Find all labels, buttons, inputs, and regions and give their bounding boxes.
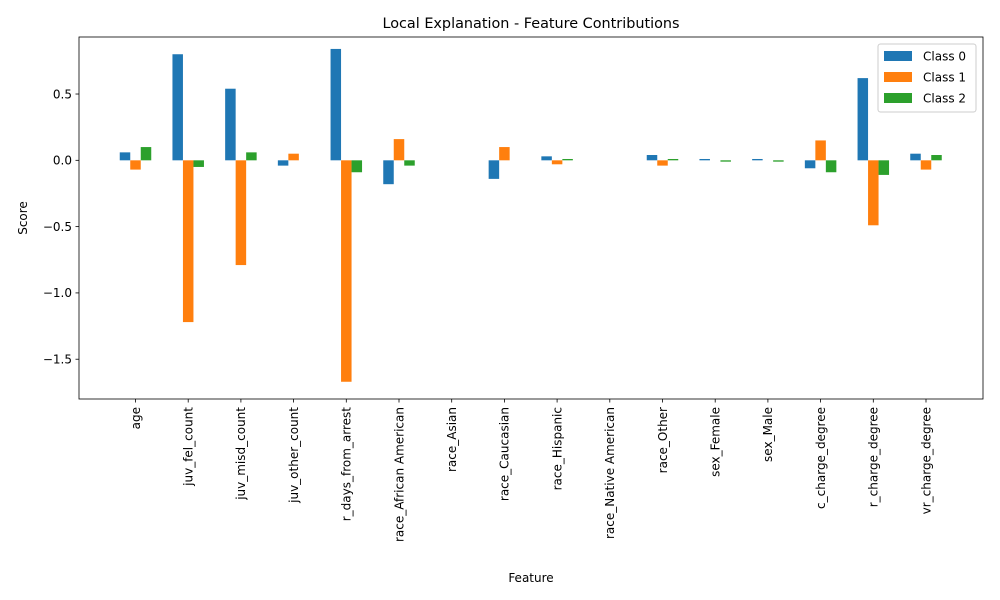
bar-class2-race-african-american xyxy=(404,160,415,166)
x-axis-title: Feature xyxy=(508,571,553,585)
bar-class1-r-charge-degree xyxy=(868,160,879,226)
bar-class0-r-days-from-arrest xyxy=(330,48,342,161)
bar-class1-race-african-american xyxy=(393,139,405,161)
bar-class1-juv-other-count xyxy=(288,153,299,161)
legend-swatch xyxy=(884,93,912,103)
bar-class2-r-days-from-arrest xyxy=(351,160,363,173)
x-tick-label: juv_fel_count xyxy=(182,407,196,487)
bar-class0-age xyxy=(119,152,131,161)
bar-class0-race-hispanic xyxy=(541,156,552,161)
x-tick-label: r_days_from_arrest xyxy=(340,407,354,522)
legend-label: Class 0 xyxy=(923,50,966,64)
bar-class2-vr-charge-degree xyxy=(931,155,942,161)
x-tick-label: race_Other xyxy=(656,407,670,473)
bar-class1-juv-misd-count xyxy=(235,160,247,266)
x-tick-label: sex_Female xyxy=(709,407,723,477)
plot-area: −1.5 −1.0 −0.5 0.0 0.5 age juv_fel_count juv_mi… xyxy=(43,36,984,542)
bar-class0-race-caucasian xyxy=(488,160,500,179)
bar-class0-juv-misd-count xyxy=(225,88,236,161)
x-tick-label: age xyxy=(129,407,143,429)
x-tick-label: sex_Male xyxy=(761,407,775,462)
x-tick-label: race_Caucasian xyxy=(498,407,512,501)
legend-label: Class 2 xyxy=(923,92,966,106)
bar-class2-c-charge-degree xyxy=(825,160,837,173)
x-tick-label: vr_charge_degree xyxy=(919,407,933,514)
bar-class2-race-hispanic xyxy=(562,158,573,161)
bar-class0-sex-female xyxy=(699,158,710,161)
bar-class1-c-charge-degree xyxy=(815,140,826,161)
bar-class0-sex-male xyxy=(752,158,763,161)
bar-class1-vr-charge-degree xyxy=(920,160,932,170)
bar-class0-r-charge-degree xyxy=(857,78,869,161)
y-axis-title: Score xyxy=(16,201,30,235)
x-tick-label: c_charge_degree xyxy=(814,407,828,509)
x-tick-label: juv_other_count xyxy=(287,407,301,504)
bar-class0-race-other xyxy=(646,155,658,161)
bar-class1-race-hispanic xyxy=(551,160,563,165)
bar-class0-juv-fel-count xyxy=(172,54,183,161)
x-tick-label: race_Asian xyxy=(445,407,459,472)
y-tick-label: 0.0 xyxy=(53,154,72,168)
bar-class2-age xyxy=(140,147,152,161)
bar-class2-juv-fel-count xyxy=(193,160,204,167)
legend-label: Class 1 xyxy=(923,71,966,85)
y-tick-label: −0.5 xyxy=(43,220,72,234)
bar-class0-c-charge-degree xyxy=(804,160,816,169)
bar-class0-juv-other-count xyxy=(277,160,289,166)
bar-class1-race-other xyxy=(657,160,668,166)
bar-class1-race-caucasian xyxy=(499,147,510,161)
bar-class2-race-other xyxy=(667,158,679,161)
bar-class0-race-african-american xyxy=(383,160,394,185)
legend-swatch xyxy=(884,51,912,61)
bar-class2-juv-misd-count xyxy=(246,152,257,161)
chart-title: Local Explanation - Feature Contribution… xyxy=(382,16,679,32)
bar-class2-sex-male xyxy=(773,160,784,162)
x-tick-label: race_African American xyxy=(392,407,406,542)
x-tick-label: r_charge_degree xyxy=(867,407,881,507)
x-tick-label: race_Native American xyxy=(603,407,617,539)
y-tick-label: −1.5 xyxy=(43,353,72,367)
bar-class1-r-days-from-arrest xyxy=(341,160,352,382)
bar-class2-r-charge-degree xyxy=(878,160,890,175)
bar-class2-sex-female xyxy=(720,160,731,162)
y-tick-label: 0.5 xyxy=(53,87,72,101)
legend: Class 0 Class 1 Class 2 xyxy=(877,43,977,113)
bar-class1-juv-fel-count xyxy=(182,160,194,323)
bar-class0-vr-charge-degree xyxy=(910,153,921,161)
x-tick-label: juv_misd_count xyxy=(234,407,248,501)
x-tick-label: race_Hispanic xyxy=(550,407,564,490)
plot-frame xyxy=(78,36,984,400)
bar-class1-age xyxy=(130,160,141,170)
legend-swatch xyxy=(884,72,912,82)
y-tick-label: −1.0 xyxy=(43,286,72,300)
